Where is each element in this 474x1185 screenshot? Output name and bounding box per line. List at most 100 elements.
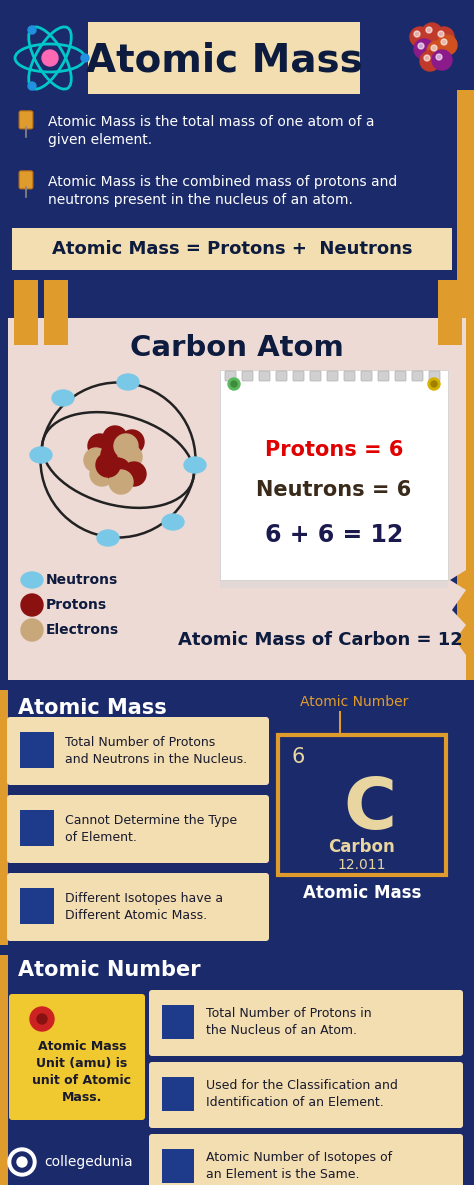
Circle shape — [8, 1148, 36, 1176]
Circle shape — [410, 27, 430, 47]
Text: Protons = 6: Protons = 6 — [265, 440, 403, 460]
Text: Atomic Mass
Unit (amu) is
unit of Atomic
Mass.: Atomic Mass Unit (amu) is unit of Atomic… — [33, 1040, 131, 1104]
Circle shape — [228, 378, 240, 390]
Circle shape — [37, 1014, 47, 1024]
Circle shape — [424, 55, 430, 60]
Text: Carbon Atom: Carbon Atom — [130, 334, 344, 361]
FancyBboxPatch shape — [149, 1134, 463, 1185]
Circle shape — [420, 51, 440, 71]
Circle shape — [12, 1152, 32, 1172]
Text: Carbon: Carbon — [328, 838, 395, 856]
FancyBboxPatch shape — [12, 228, 452, 270]
Text: Cannot Determine the Type
of Element.: Cannot Determine the Type of Element. — [65, 814, 237, 844]
FancyBboxPatch shape — [344, 371, 355, 382]
FancyBboxPatch shape — [20, 888, 54, 924]
Circle shape — [84, 448, 108, 472]
Circle shape — [414, 39, 434, 59]
FancyBboxPatch shape — [412, 371, 423, 382]
Ellipse shape — [162, 514, 184, 530]
FancyBboxPatch shape — [0, 690, 8, 944]
Text: Atomic Number: Atomic Number — [18, 960, 201, 980]
FancyBboxPatch shape — [438, 280, 462, 345]
Text: C: C — [344, 775, 396, 845]
Circle shape — [96, 453, 120, 478]
FancyBboxPatch shape — [378, 371, 389, 382]
Circle shape — [120, 430, 144, 454]
Circle shape — [231, 382, 237, 387]
FancyBboxPatch shape — [0, 955, 8, 1185]
Text: Atomic Mass of Carbon = 12: Atomic Mass of Carbon = 12 — [178, 630, 462, 649]
Ellipse shape — [184, 457, 206, 473]
Text: Atomic Mass: Atomic Mass — [86, 41, 363, 79]
Text: Atomic Mass is the combined mass of protons and
neutrons present in the nucleus : Atomic Mass is the combined mass of prot… — [48, 175, 397, 207]
Circle shape — [441, 39, 447, 45]
Circle shape — [118, 446, 142, 469]
Circle shape — [109, 470, 133, 494]
Circle shape — [414, 31, 420, 37]
FancyBboxPatch shape — [278, 735, 446, 875]
Text: Protons: Protons — [46, 598, 107, 611]
Circle shape — [28, 82, 36, 90]
Circle shape — [101, 443, 125, 467]
Circle shape — [432, 50, 452, 70]
Circle shape — [81, 55, 89, 62]
FancyBboxPatch shape — [7, 873, 269, 941]
FancyBboxPatch shape — [162, 1005, 194, 1039]
Text: Atomic Number of Isotopes of
an Element is the Same.: Atomic Number of Isotopes of an Element … — [206, 1152, 392, 1180]
Circle shape — [436, 55, 442, 60]
Circle shape — [427, 41, 447, 60]
FancyBboxPatch shape — [225, 371, 236, 382]
FancyBboxPatch shape — [457, 90, 474, 680]
Text: Used for the Classification and
Identification of an Element.: Used for the Classification and Identifi… — [206, 1080, 398, 1109]
FancyBboxPatch shape — [310, 371, 321, 382]
Circle shape — [17, 1157, 27, 1167]
Circle shape — [30, 1007, 54, 1031]
FancyBboxPatch shape — [149, 1062, 463, 1128]
Circle shape — [437, 36, 457, 55]
Circle shape — [106, 457, 130, 482]
Ellipse shape — [30, 447, 52, 463]
FancyBboxPatch shape — [162, 1149, 194, 1183]
Circle shape — [426, 27, 432, 33]
Text: 12.011: 12.011 — [338, 858, 386, 872]
Circle shape — [428, 378, 440, 390]
Circle shape — [42, 50, 58, 66]
FancyBboxPatch shape — [19, 111, 33, 129]
Circle shape — [431, 382, 437, 387]
Circle shape — [21, 594, 43, 616]
FancyBboxPatch shape — [44, 280, 68, 345]
Ellipse shape — [52, 390, 74, 406]
FancyBboxPatch shape — [19, 171, 33, 188]
FancyBboxPatch shape — [14, 280, 38, 345]
Circle shape — [431, 45, 437, 51]
Circle shape — [21, 619, 43, 641]
FancyBboxPatch shape — [220, 378, 448, 588]
Text: Atomic Number: Atomic Number — [300, 694, 409, 709]
Text: Atomic Mass: Atomic Mass — [18, 698, 167, 718]
FancyBboxPatch shape — [88, 23, 360, 94]
Text: Neutrons: Neutrons — [46, 574, 118, 587]
Circle shape — [114, 434, 138, 457]
Text: 6 + 6 = 12: 6 + 6 = 12 — [265, 523, 403, 547]
FancyBboxPatch shape — [259, 371, 270, 382]
Text: collegedunia: collegedunia — [44, 1155, 133, 1168]
FancyBboxPatch shape — [327, 371, 338, 382]
Polygon shape — [8, 318, 466, 680]
FancyBboxPatch shape — [9, 994, 145, 1120]
FancyBboxPatch shape — [276, 371, 287, 382]
FancyBboxPatch shape — [429, 371, 440, 382]
Circle shape — [103, 425, 127, 450]
FancyBboxPatch shape — [361, 371, 372, 382]
FancyBboxPatch shape — [293, 371, 304, 382]
Circle shape — [88, 434, 112, 457]
FancyBboxPatch shape — [20, 811, 54, 846]
FancyBboxPatch shape — [395, 371, 406, 382]
Text: Different Isotopes have a
Different Atomic Mass.: Different Isotopes have a Different Atom… — [65, 892, 223, 922]
FancyBboxPatch shape — [162, 1077, 194, 1112]
FancyBboxPatch shape — [7, 795, 269, 863]
Circle shape — [438, 31, 444, 37]
Ellipse shape — [21, 572, 43, 588]
Text: Electrons: Electrons — [46, 623, 119, 638]
Circle shape — [434, 27, 454, 47]
FancyBboxPatch shape — [20, 732, 54, 768]
